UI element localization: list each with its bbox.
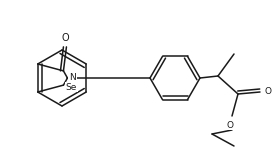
Text: O: O: [227, 120, 233, 129]
Text: O: O: [264, 87, 272, 96]
Text: O: O: [62, 33, 69, 43]
Text: N: N: [69, 74, 76, 82]
Text: Se: Se: [66, 83, 77, 92]
